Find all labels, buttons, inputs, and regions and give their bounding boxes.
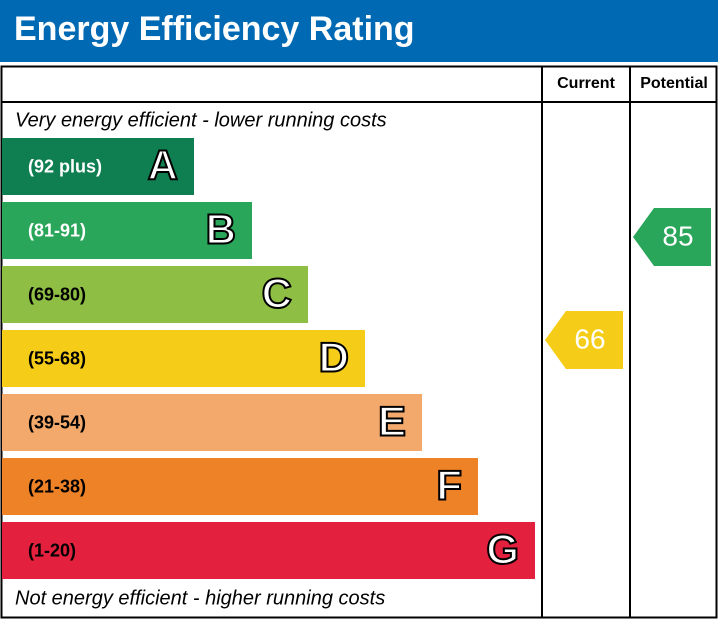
top-note: Very energy efficient - lower running co… bbox=[15, 109, 387, 131]
band-range: (55-68) bbox=[28, 348, 86, 368]
potential-value: 85 bbox=[662, 220, 693, 251]
band-range: (92 plus) bbox=[28, 156, 102, 176]
potential-header: Potential bbox=[640, 75, 708, 92]
band-bar bbox=[2, 266, 308, 323]
title: Energy Efficiency Rating bbox=[14, 10, 415, 48]
band-letter: F bbox=[436, 462, 462, 509]
band-letter: B bbox=[206, 206, 236, 253]
band-letter: E bbox=[378, 398, 406, 445]
current-header: Current bbox=[557, 75, 615, 92]
current-arrow bbox=[545, 311, 623, 369]
band-letter: G bbox=[486, 526, 519, 573]
band-bar bbox=[2, 138, 194, 195]
band-range: (81-91) bbox=[28, 220, 86, 240]
band-bar bbox=[2, 394, 422, 451]
band-bar bbox=[2, 458, 478, 515]
band-range: (1-20) bbox=[28, 540, 76, 560]
header-bar bbox=[0, 0, 718, 62]
band-letter: A bbox=[148, 142, 178, 189]
band-range: (39-54) bbox=[28, 412, 86, 432]
band-letter: C bbox=[262, 270, 292, 317]
band-bar bbox=[2, 522, 535, 579]
bottom-note: Not energy efficient - higher running co… bbox=[15, 587, 385, 609]
band-bar bbox=[2, 330, 365, 387]
band-range: (69-80) bbox=[28, 284, 86, 304]
band-range: (21-38) bbox=[28, 476, 86, 496]
current-value: 66 bbox=[574, 323, 605, 354]
band-bar bbox=[2, 202, 252, 259]
potential-arrow bbox=[633, 208, 711, 266]
band-letter: D bbox=[319, 334, 349, 381]
